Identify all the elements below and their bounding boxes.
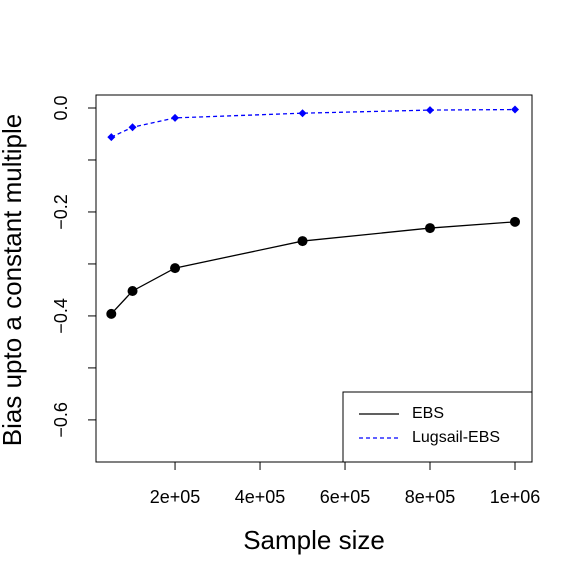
point — [128, 123, 137, 132]
y-tick-label: −0.2 — [51, 194, 71, 230]
y-tick-label: −0.4 — [51, 298, 71, 334]
point — [510, 216, 521, 227]
y-tick-label: −0.6 — [51, 402, 71, 438]
point — [171, 113, 180, 122]
series-line — [111, 108, 516, 138]
legend-label: EBS — [412, 405, 444, 422]
point — [170, 263, 181, 274]
point — [107, 133, 116, 142]
x-tick-label: 2e+05 — [150, 487, 201, 507]
y-axis-label: Bias upto a constant multiple — [0, 114, 27, 446]
series-line — [110, 221, 516, 315]
point — [127, 285, 138, 296]
point — [297, 236, 308, 247]
x-tick-label: 8e+05 — [405, 487, 456, 507]
point — [106, 308, 117, 319]
legend-box — [342, 391, 533, 463]
x-axis-label: Sample size — [243, 525, 385, 555]
x-tick-label: 6e+05 — [320, 487, 371, 507]
plot-frame — [95, 94, 533, 463]
point — [511, 105, 520, 114]
x-tick-label: 4e+05 — [235, 487, 286, 507]
legend-label: Lugsail-EBS — [412, 429, 500, 446]
point — [426, 106, 435, 115]
point — [425, 223, 436, 234]
x-tick-label: 1e+06 — [490, 487, 541, 507]
point — [298, 109, 307, 118]
y-tick-label: 0.0 — [51, 95, 71, 120]
